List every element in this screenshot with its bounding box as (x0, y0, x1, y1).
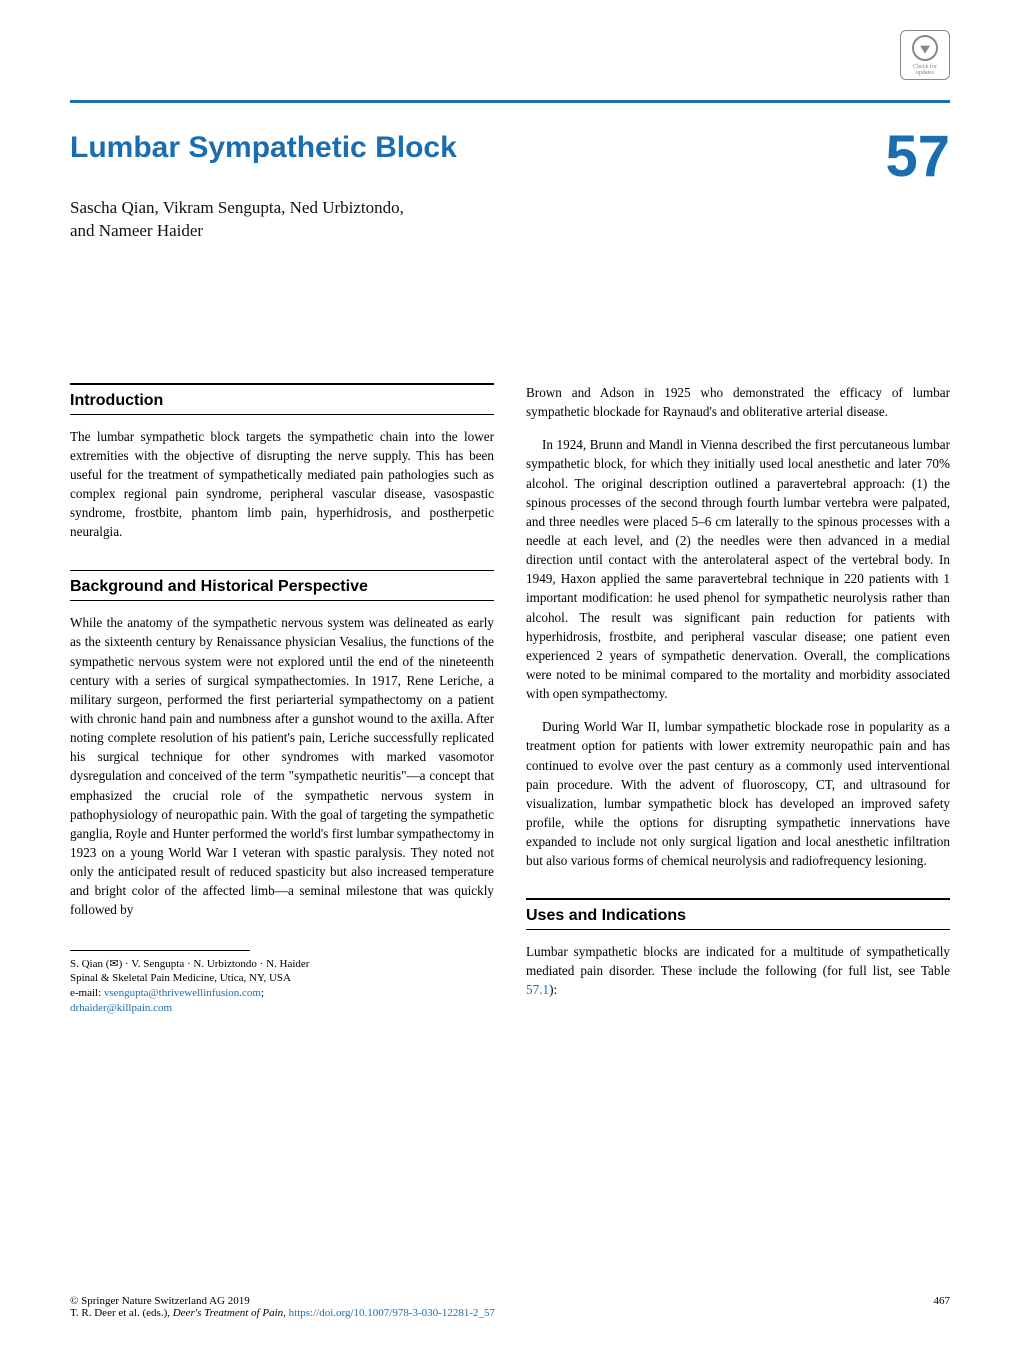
paragraph: Brown and Adson in 1925 who demonstrated… (526, 383, 950, 421)
footer-left: © Springer Nature Switzerland AG 2019 T.… (70, 1295, 495, 1319)
footnote-email-label: e-mail: (70, 987, 104, 999)
check-updates-badge[interactable]: Check for updates (900, 30, 950, 80)
footnote-sep: ; (261, 987, 264, 999)
left-column: Introduction The lumbar sympathetic bloc… (70, 383, 494, 1016)
chapter-number: 57 (885, 131, 950, 183)
section-rule (526, 898, 950, 900)
section-heading-background: Background and Historical Perspective (70, 575, 494, 598)
paragraph: The lumbar sympathetic block targets the… (70, 427, 494, 542)
page-footer: © Springer Nature Switzerland AG 2019 T.… (70, 1295, 950, 1319)
author-list: Sascha Qian, Vikram Sengupta, Ned Urbizt… (70, 197, 950, 243)
paragraph: During World War II, lumbar sympathetic … (526, 717, 950, 870)
footnote-affiliation: Spinal & Skeletal Pain Medicine, Utica, … (70, 972, 291, 984)
paragraph: While the anatomy of the sympathetic ner… (70, 613, 494, 919)
footnote-email-1[interactable]: vsengupta@thrivewellinfusion.com (104, 987, 261, 999)
table-reference-link[interactable]: 57.1 (526, 982, 549, 997)
text-span: Lumbar sympathetic blocks are indicated … (526, 944, 950, 978)
paragraph: Lumbar sympathetic blocks are indicated … (526, 942, 950, 999)
text-span: ): (549, 982, 557, 997)
section-heading-introduction: Introduction (70, 389, 494, 412)
footnote-rule (70, 950, 250, 951)
citation-title: Deer's Treatment of Pain (173, 1307, 283, 1319)
section-rule (70, 414, 494, 415)
footnote-authors: S. Qian (✉) · V. Sengupta · N. Urbiztond… (70, 958, 309, 970)
section-rule (70, 600, 494, 601)
chapter-header: Lumbar Sympathetic Block 57 (70, 131, 950, 183)
paragraph: In 1924, Brunn and Mandl in Vienna descr… (526, 435, 950, 703)
top-rule (70, 100, 950, 103)
citation-editors: T. R. Deer et al. (eds.), (70, 1307, 173, 1319)
section-rule (526, 929, 950, 930)
right-column: Brown and Adson in 1925 who demonstrated… (526, 383, 950, 1016)
chapter-title: Lumbar Sympathetic Block (70, 131, 457, 165)
author-footnote: S. Qian (✉) · V. Sengupta · N. Urbiztond… (70, 957, 494, 1016)
footnote-email-2[interactable]: drhaider@killpain.com (70, 1002, 172, 1014)
refresh-icon (912, 35, 938, 61)
section-heading-uses: Uses and Indications (526, 904, 950, 927)
copyright-text: © Springer Nature Switzerland AG 2019 (70, 1295, 250, 1307)
check-updates-label: Check for updates (913, 64, 937, 76)
text-columns: Introduction The lumbar sympathetic bloc… (70, 383, 950, 1016)
section-rule (70, 383, 494, 385)
section-rule (70, 570, 494, 572)
page-number: 467 (934, 1295, 951, 1319)
doi-link[interactable]: https://doi.org/10.1007/978-3-030-12281-… (289, 1307, 495, 1319)
